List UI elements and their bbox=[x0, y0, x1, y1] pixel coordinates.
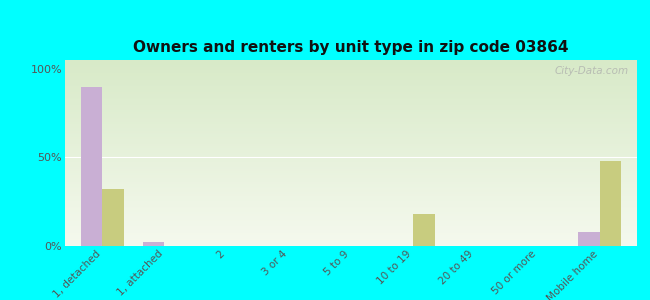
Bar bbox=[600, 161, 621, 246]
Text: City-Data.com: City-Data.com bbox=[554, 66, 629, 76]
Title: Owners and renters by unit type in zip code 03864: Owners and renters by unit type in zip c… bbox=[133, 40, 569, 55]
Bar bbox=[102, 189, 124, 246]
Bar bbox=[578, 232, 600, 246]
Bar bbox=[81, 87, 102, 246]
Bar bbox=[413, 214, 435, 246]
Bar bbox=[143, 242, 164, 246]
